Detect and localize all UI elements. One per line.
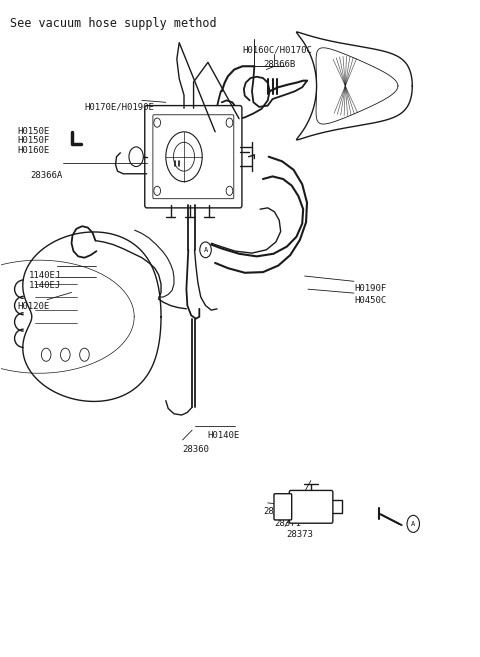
Text: 28360: 28360 — [182, 445, 209, 454]
Text: 28373: 28373 — [286, 530, 313, 539]
Text: 28371: 28371 — [275, 518, 301, 528]
Circle shape — [154, 186, 160, 195]
FancyBboxPatch shape — [289, 490, 333, 523]
Text: 28340: 28340 — [263, 507, 290, 516]
Circle shape — [154, 118, 160, 127]
Text: H0170E/H0190E: H0170E/H0190E — [84, 102, 155, 111]
Text: H0160C/H0170C: H0160C/H0170C — [242, 45, 312, 55]
Circle shape — [226, 118, 233, 127]
Text: 1140EJ: 1140EJ — [28, 281, 60, 290]
Text: H0150F: H0150F — [17, 137, 50, 145]
Text: H0150E: H0150E — [17, 127, 50, 135]
Text: A: A — [411, 521, 415, 527]
Text: A: A — [204, 247, 208, 253]
FancyBboxPatch shape — [153, 115, 234, 198]
FancyBboxPatch shape — [145, 106, 242, 208]
FancyBboxPatch shape — [274, 493, 292, 520]
Text: H0120E: H0120E — [17, 302, 50, 311]
Text: H0450C: H0450C — [355, 296, 387, 305]
Text: H0190F: H0190F — [355, 284, 387, 293]
Text: See vacuum hose supply method: See vacuum hose supply method — [10, 17, 217, 30]
Text: 1140EJ: 1140EJ — [28, 271, 60, 280]
Text: H0140E: H0140E — [207, 431, 240, 440]
Text: 28366B: 28366B — [263, 60, 295, 69]
Text: 28366A: 28366A — [30, 171, 62, 180]
Text: H0160E: H0160E — [17, 147, 50, 155]
Circle shape — [226, 186, 233, 195]
